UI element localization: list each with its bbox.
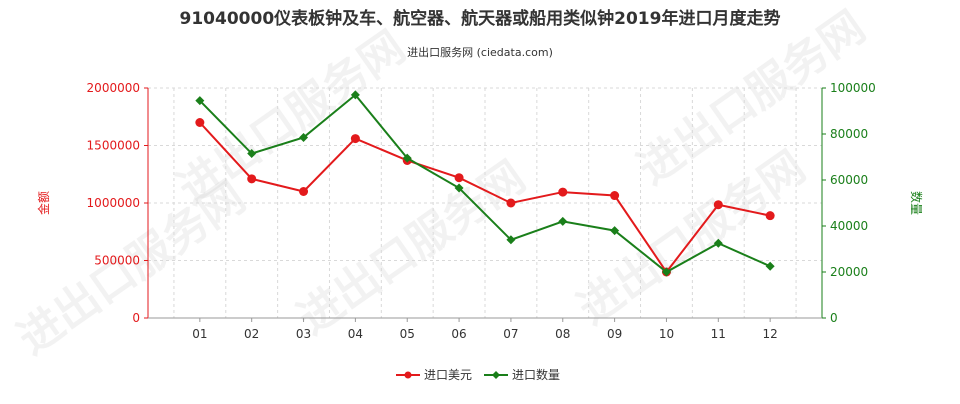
data-point-import-quantity — [506, 235, 516, 245]
y-right-tick-label: 60000 — [830, 173, 868, 187]
grid — [148, 87, 822, 318]
x-tick-label: 01 — [192, 327, 207, 341]
data-point-import-usd — [506, 198, 516, 208]
data-point-import-usd — [610, 191, 620, 201]
series-line-import-usd — [199, 121, 771, 274]
data-point-import-quantity — [350, 90, 360, 100]
watermark-text: 进出口服务网 — [169, 22, 415, 215]
legend-marker-import-quantity — [492, 371, 500, 379]
y-right-tick-label: 100000 — [830, 81, 876, 95]
x-tick-label: 12 — [763, 327, 778, 341]
axes: 0 500000 1000000 1500000 2000000 0 20000 40000 6… — [87, 81, 876, 341]
series-layer — [195, 90, 775, 277]
data-point-import-quantity — [454, 183, 464, 193]
y-left-tick-label: 1000000 — [87, 196, 140, 210]
x-tick-label: 11 — [711, 327, 726, 341]
y-right-tick-label: 40000 — [830, 219, 868, 233]
legend: 进口美元 进口数量 — [396, 367, 560, 382]
x-tick-label: 04 — [348, 327, 363, 341]
y-left-tick-label: 500000 — [94, 254, 140, 268]
data-point-import-usd — [765, 211, 775, 221]
watermark-text: 进出口服务网 — [289, 152, 535, 345]
data-point-import-usd — [195, 118, 205, 127]
data-point-import-usd — [350, 134, 360, 144]
chart-subtitle: 进出口服务网 (ciedata.com) — [407, 45, 553, 59]
y-right-tick-label: 80000 — [830, 127, 868, 141]
legend-item-import-usd[interactable]: 进口美元 — [396, 368, 472, 382]
data-point-import-usd — [454, 173, 464, 183]
data-point-import-quantity — [610, 226, 620, 236]
data-point-import-quantity — [661, 267, 671, 277]
y-axis-right-label: 数量 — [909, 191, 924, 215]
data-point-import-usd — [247, 174, 257, 184]
chart-title: 91040000仪表板钟及车、航空器、航天器或船用类似钟2019年进口月度走势 — [180, 8, 781, 29]
x-tick-label: 05 — [400, 327, 415, 341]
x-tick-label: 09 — [607, 327, 622, 341]
y-left-tick-label: 1500000 — [87, 139, 140, 153]
series-line-import-quantity — [199, 93, 771, 274]
data-point-import-quantity — [247, 149, 257, 159]
data-point-import-quantity — [558, 216, 568, 226]
data-point-import-usd — [713, 200, 723, 210]
data-point-import-usd — [558, 187, 568, 197]
y-axis-left-label: 金额 — [36, 191, 51, 215]
data-point-import-quantity — [299, 132, 309, 142]
legend-marker-import-usd — [404, 371, 412, 379]
data-point-import-quantity — [765, 261, 775, 271]
x-tick-label: 07 — [503, 327, 518, 341]
x-tick-label: 06 — [451, 327, 466, 341]
y-left-tick-label: 2000000 — [87, 81, 140, 95]
x-tick-label: 08 — [555, 327, 570, 341]
legend-label-import-usd: 进口美元 — [424, 368, 472, 382]
data-point-import-usd — [299, 187, 309, 196]
y-right-tick-label: 0 — [830, 311, 838, 325]
x-tick-label: 10 — [659, 327, 674, 341]
x-tick-label: 02 — [244, 327, 259, 341]
data-point-import-quantity — [195, 96, 205, 106]
data-point-import-quantity — [402, 153, 412, 163]
x-tick-label: 03 — [296, 327, 311, 341]
y-right-tick-label: 20000 — [830, 265, 868, 279]
legend-item-import-quantity[interactable]: 进口数量 — [484, 367, 560, 382]
y-left-tick-label: 0 — [132, 311, 140, 325]
legend-label-import-quantity: 进口数量 — [512, 367, 560, 382]
data-point-import-quantity — [713, 238, 723, 248]
